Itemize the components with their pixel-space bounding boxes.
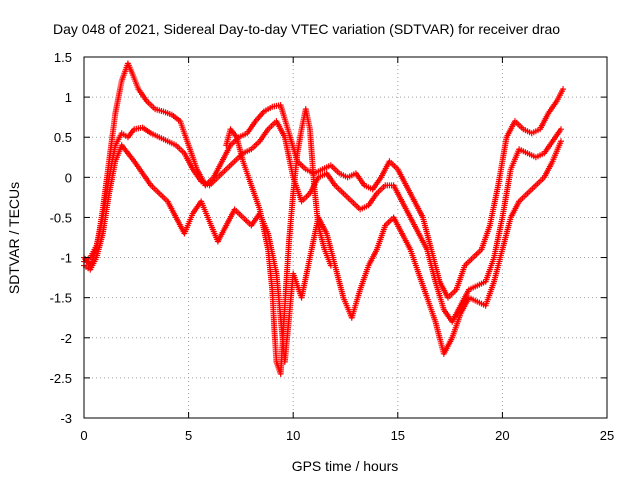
chart-title: Day 048 of 2021, Sidereal Day-to-day VTE… <box>53 21 560 37</box>
data-points <box>81 60 567 377</box>
y-tick-label: -2 <box>60 331 72 346</box>
y-tick-label: -2.5 <box>50 371 72 386</box>
data-point <box>560 86 567 93</box>
x-tick-label: 10 <box>286 428 300 443</box>
data-point <box>327 262 334 269</box>
y-tick-label: -0.5 <box>50 210 72 225</box>
grid <box>84 57 607 418</box>
x-axis-label: GPS time / hours <box>292 458 399 474</box>
x-tick-label: 25 <box>600 428 614 443</box>
y-tick-label: 1.5 <box>54 50 72 65</box>
data-point <box>557 138 564 145</box>
x-tick-label: 20 <box>495 428 509 443</box>
y-axis-label: SDTVAR / TECUs <box>6 182 22 294</box>
plot-frame <box>83 56 608 419</box>
axis-ticks: 0 5 10 15 20 25 -3 -2.5 -2 -1.5 -1 -0.5 0 0.5 1 1.5 <box>50 50 615 443</box>
y-tick-label: 0.5 <box>54 130 72 145</box>
y-tick-label: -1 <box>60 251 72 266</box>
data-point <box>557 126 564 133</box>
x-tick-label: 15 <box>391 428 405 443</box>
x-tick-label: 0 <box>80 428 87 443</box>
y-tick-label: -3 <box>60 411 72 426</box>
y-tick-label: 0 <box>65 170 72 185</box>
x-tick-label: 5 <box>185 428 192 443</box>
y-tick-label: 1 <box>65 90 72 105</box>
y-tick-label: -1.5 <box>50 291 72 306</box>
